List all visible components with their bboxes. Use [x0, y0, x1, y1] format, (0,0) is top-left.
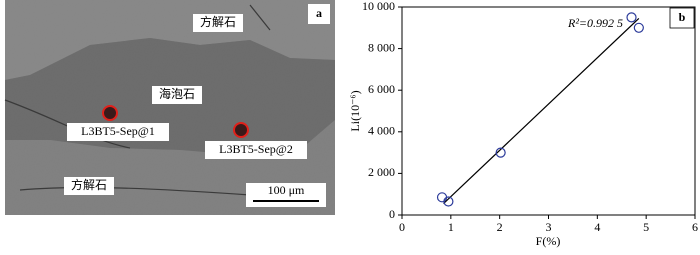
mineral-label: 方解石: [200, 14, 236, 29]
x-tick-label: 1: [448, 220, 454, 234]
texture: [5, 0, 335, 215]
spot-2: [233, 122, 249, 138]
point: [436, 192, 448, 203]
y-tick-label: 4 000: [368, 124, 395, 138]
x-tick-label: 5: [643, 220, 649, 234]
point: [443, 196, 454, 207]
annotation: R²=0.992 5: [567, 16, 623, 30]
panel-label: a: [316, 6, 322, 20]
y-tick-label: 6 000: [368, 82, 395, 96]
spot-label: L3BT5-Sep@2: [219, 142, 293, 156]
panel-label-box: [308, 4, 330, 24]
label-box: [67, 123, 169, 141]
y-axis-label: Li(10⁻⁶): [348, 90, 362, 131]
panel-label: b: [679, 10, 686, 24]
spot-1: [102, 105, 118, 121]
spot-label: L3BT5-Sep@1: [81, 124, 155, 138]
scale-label: 100 μm: [268, 183, 305, 197]
scale-box: [246, 183, 326, 207]
micrograph: 方解石 海泡石 方解石 L3BT5-Sep@1 L3BT5-Sep@2 100 …: [4, 0, 335, 215]
x-tick-label: 6: [692, 220, 698, 234]
x-tick-label: 3: [546, 220, 552, 234]
y-tick-label: 8 000: [368, 40, 395, 54]
trend-line: [443, 18, 640, 204]
scatter-plot: b F(%) Li(10⁻⁶) R²=0.992 5 0 1 2 3 4 5 6 0 2 000…: [348, 0, 698, 248]
mineral-label: 方解石: [71, 177, 107, 192]
x-axis-label: F(%): [536, 234, 561, 248]
y-tick-label: 0: [389, 207, 395, 221]
label-box: [205, 141, 307, 159]
plot-frame: [401, 6, 696, 216]
point: [495, 147, 506, 158]
point: [633, 22, 644, 33]
x-tick-label: 2: [497, 220, 503, 234]
x-tick-label: 0: [399, 220, 405, 234]
panel-label-box: [669, 7, 695, 29]
y-tick-label: 2 000: [368, 165, 395, 179]
label-box: [64, 177, 114, 195]
point: [626, 12, 637, 23]
label-box: [152, 86, 202, 104]
mineral-label: 海泡石: [159, 86, 195, 101]
label-box: [193, 14, 243, 32]
y-tick-label: 10 000: [362, 0, 395, 13]
x-tick-label: 4: [594, 220, 600, 234]
